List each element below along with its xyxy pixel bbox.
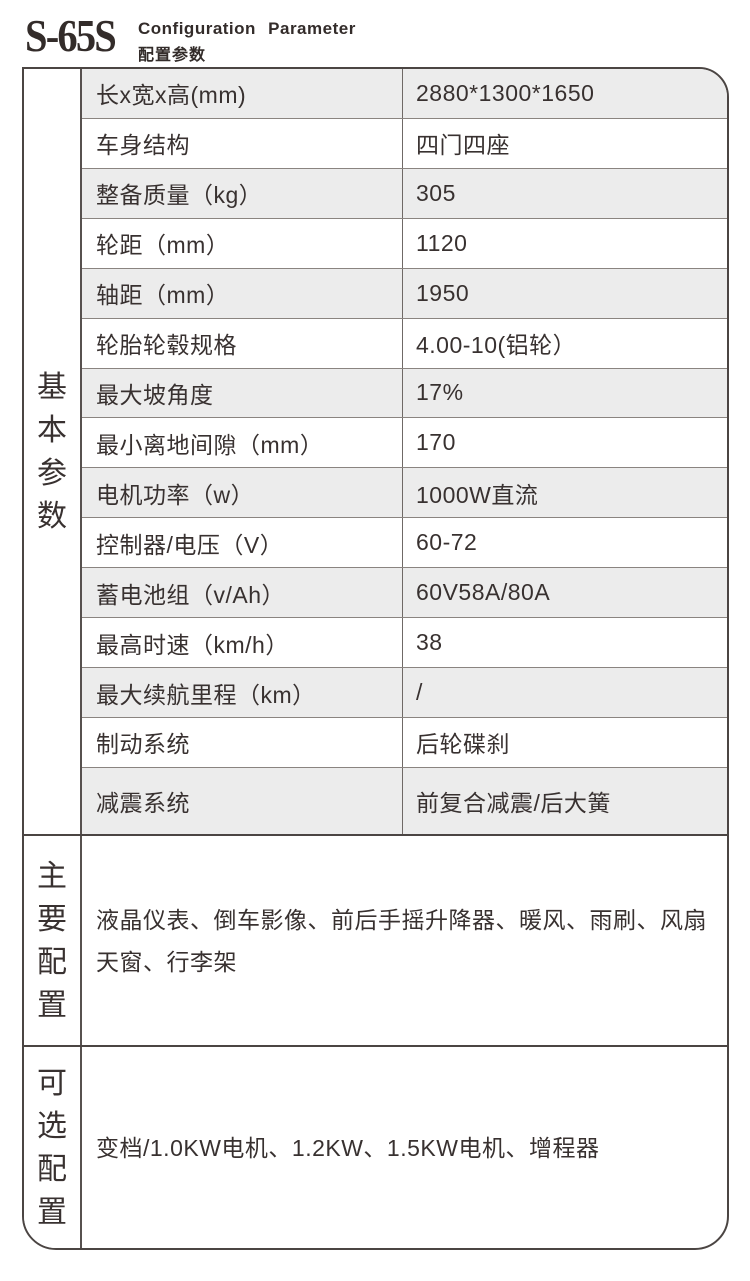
spec-label: 蓄电池组（v/Ah） bbox=[82, 568, 403, 618]
basic-parameter-rows: 长x宽x高(mm) 2880*1300*1650 车身结构 四门四座 整备质量（… bbox=[82, 69, 727, 834]
group-cell-basic: 基本参数 bbox=[24, 69, 82, 834]
spec-label: 轮距（mm） bbox=[82, 218, 403, 268]
table-row: 轮距（mm） 1120 bbox=[82, 217, 727, 268]
spec-label: 长x宽x高(mm) bbox=[82, 69, 403, 118]
section-basic-parameters: 基本参数 长x宽x高(mm) 2880*1300*1650 车身结构 四门四座 … bbox=[24, 69, 727, 836]
table-row: 最大坡角度 17% bbox=[82, 367, 727, 418]
spec-value: 1950 bbox=[416, 279, 470, 306]
spec-value: 17% bbox=[416, 379, 464, 406]
spec-value: 2880*1300*1650 bbox=[416, 79, 595, 106]
table-row: 电机功率（w） 1000W直流 bbox=[82, 467, 727, 518]
spec-value: 四门四座 bbox=[416, 132, 510, 159]
page-header: S-65S Configuration Parameter 配置参数 bbox=[25, 11, 355, 64]
spec-label: 最大续航里程（km） bbox=[82, 668, 403, 717]
spec-label: 车身结构 bbox=[82, 118, 403, 168]
spec-table: 基本参数 长x宽x高(mm) 2880*1300*1650 车身结构 四门四座 … bbox=[22, 67, 729, 1250]
table-row: 整备质量（kg） 305 bbox=[82, 167, 727, 218]
spec-label: 最大坡角度 bbox=[82, 368, 403, 418]
group-label-basic: 基本参数 bbox=[37, 370, 67, 533]
spec-label: 制动系统 bbox=[82, 717, 403, 767]
table-row: 长x宽x高(mm) 2880*1300*1650 bbox=[82, 69, 727, 118]
spec-label: 电机功率（w） bbox=[82, 468, 403, 518]
table-row: 减震系统 前复合减震/后大簧 bbox=[82, 766, 727, 834]
spec-label: 最小离地间隙（mm） bbox=[82, 418, 403, 468]
section-optional-configuration: 可选配置 变档/1.0KW电机、1.2KW、1.5KW电机、增程器 bbox=[24, 1047, 727, 1248]
spec-value: / bbox=[416, 679, 423, 706]
subtitle-english: Configuration Parameter bbox=[138, 19, 356, 38]
section-main-configuration: 主要配置 液晶仪表、倒车影像、前后手摇升降器、暖风、雨刷、风扇天窗、行李架 bbox=[24, 836, 727, 1047]
spec-label: 轮胎轮毂规格 bbox=[82, 318, 403, 368]
spec-value: 1000W直流 bbox=[416, 481, 539, 508]
spec-label: 最高时速（km/h） bbox=[82, 618, 403, 668]
spec-value: 4.00-10(铝轮） bbox=[416, 332, 577, 359]
subtitle-chinese: 配置参数 bbox=[138, 47, 207, 64]
table-row: 制动系统 后轮碟刹 bbox=[82, 716, 727, 767]
spec-label: 减震系统 bbox=[82, 767, 403, 834]
group-cell-main-config: 主要配置 bbox=[24, 836, 82, 1045]
spec-value: 1120 bbox=[416, 229, 468, 256]
spec-value: 前复合减震/后大簧 bbox=[416, 789, 611, 816]
header-subtitles: Configuration Parameter 配置参数 bbox=[138, 19, 356, 65]
optional-config-content: 变档/1.0KW电机、1.2KW、1.5KW电机、增程器 bbox=[96, 1134, 600, 1161]
table-row: 最小离地间隙（mm） 170 bbox=[82, 417, 727, 468]
spec-value: 38 bbox=[416, 629, 443, 656]
spec-value: 60V58A/80A bbox=[416, 579, 551, 606]
spec-label: 控制器/电压（V） bbox=[82, 518, 403, 568]
spec-label: 整备质量（kg） bbox=[82, 168, 403, 218]
main-config-content: 液晶仪表、倒车影像、前后手摇升降器、暖风、雨刷、风扇天窗、行李架 bbox=[96, 906, 707, 975]
spec-value: 170 bbox=[416, 429, 456, 456]
spec-label: 轴距（mm） bbox=[82, 268, 403, 318]
group-label-main-config: 主要配置 bbox=[37, 859, 67, 1022]
table-row: 车身结构 四门四座 bbox=[82, 117, 727, 168]
table-row: 最高时速（km/h） 38 bbox=[82, 617, 727, 668]
table-row: 最大续航里程（km） / bbox=[82, 667, 727, 717]
group-cell-optional-config: 可选配置 bbox=[24, 1047, 82, 1248]
group-label-optional-config: 可选配置 bbox=[37, 1066, 67, 1229]
spec-value: 后轮碟刹 bbox=[416, 731, 510, 758]
spec-value: 60-72 bbox=[416, 529, 478, 556]
table-row: 控制器/电压（V） 60-72 bbox=[82, 517, 727, 568]
table-row: 蓄电池组（v/Ah） 60V58A/80A bbox=[82, 567, 727, 618]
table-row: 轴距（mm） 1950 bbox=[82, 267, 727, 318]
spec-value: 305 bbox=[416, 179, 456, 206]
table-row: 轮胎轮毂规格 4.00-10(铝轮） bbox=[82, 317, 727, 368]
model-name: S-65S bbox=[25, 11, 117, 61]
